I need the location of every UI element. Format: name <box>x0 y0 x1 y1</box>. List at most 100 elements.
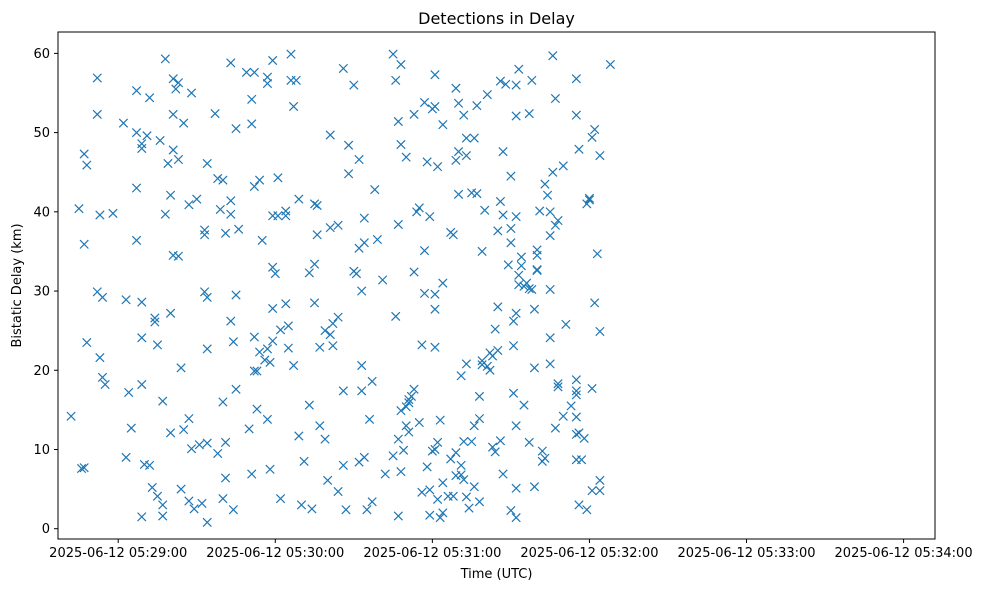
scatter-point <box>131 183 142 193</box>
scatter-point <box>247 119 257 129</box>
scatter-point <box>490 324 500 334</box>
scatter-point <box>357 386 367 396</box>
scatter-point <box>432 162 443 172</box>
scatter-point <box>137 379 147 390</box>
scatter-point <box>548 167 558 177</box>
scatter-point <box>406 391 417 402</box>
scatter-point <box>158 511 168 521</box>
scatter-point <box>419 288 430 299</box>
scatter-point <box>435 415 445 425</box>
scatter-point <box>220 228 231 238</box>
scatter-point <box>571 412 581 422</box>
scatter-point <box>265 357 275 367</box>
scatter-point <box>234 224 244 234</box>
y-axis-label: Bistatic Delay (km) <box>10 223 25 347</box>
scatter-point <box>124 387 134 398</box>
scatter-point <box>173 78 184 88</box>
scatter-point <box>218 175 228 185</box>
scatter-point <box>396 406 406 416</box>
scatter-point <box>351 268 362 279</box>
scatter-point <box>288 101 299 112</box>
y-tick-label: 60 <box>33 47 50 62</box>
chart-title: Detections in Delay <box>418 9 575 28</box>
scatter-point <box>574 500 584 510</box>
scatter-point <box>514 280 524 290</box>
scatter-point <box>265 464 275 474</box>
scatter-point <box>333 312 343 322</box>
scatter-point <box>176 484 186 494</box>
scatter-point <box>126 423 136 433</box>
scatter-point <box>252 404 262 414</box>
scatter-point <box>453 98 464 108</box>
scatter-point <box>558 161 568 171</box>
scatter-point <box>226 196 236 206</box>
scatter-point <box>453 146 464 157</box>
scatter-point <box>590 124 600 135</box>
scatter-point <box>315 421 325 431</box>
scatter-point <box>249 332 259 342</box>
scatter-point <box>516 252 526 262</box>
scatter-point <box>461 359 472 369</box>
scatter-point <box>199 225 210 235</box>
scatter-point <box>199 287 210 297</box>
scatter-point <box>268 262 278 272</box>
scatter-point <box>231 384 241 394</box>
scatter-point <box>548 51 558 61</box>
scatter-point <box>553 382 563 392</box>
scatter-point <box>100 379 110 390</box>
scatter-point <box>469 421 479 431</box>
scatter-point <box>459 110 469 120</box>
scatter-point <box>459 474 469 485</box>
scatter-point <box>186 88 197 98</box>
scatter-point <box>155 135 165 146</box>
scatter-point <box>506 171 516 181</box>
scatter-point <box>417 340 427 350</box>
scatter-point <box>456 371 466 381</box>
scatter-point <box>244 424 254 434</box>
scatter-point <box>550 220 561 230</box>
scatter-point <box>493 226 503 236</box>
scatter-point <box>92 109 102 120</box>
scatter-point <box>474 391 485 402</box>
scatter-point <box>508 341 519 351</box>
scatter-point <box>309 199 320 209</box>
y-tick-label: 0 <box>42 522 50 537</box>
scatter-point <box>249 67 259 78</box>
scatter-point <box>202 438 212 448</box>
scatter-point <box>529 304 540 314</box>
x-tick-label: 2025-06-12 05:32:00 <box>520 546 658 561</box>
scatter-point <box>343 169 354 179</box>
scatter-point <box>574 144 584 154</box>
scatter-point <box>524 108 534 119</box>
scatter-point <box>571 375 581 385</box>
scatter-point <box>427 446 437 456</box>
scatter-point <box>511 483 521 493</box>
scatter-point <box>262 414 273 425</box>
scatter-point <box>566 401 576 411</box>
y-tick-label: 40 <box>33 205 50 220</box>
scatter-point <box>283 343 294 353</box>
scatter-point <box>192 194 202 204</box>
scatter-point <box>446 454 456 464</box>
scatter-point <box>184 496 194 506</box>
plot-frame <box>57 31 936 540</box>
scatter-point <box>417 487 427 497</box>
scatter-point <box>338 386 348 396</box>
scatter-point <box>464 503 474 513</box>
scatter-point <box>118 118 129 128</box>
scatter-point <box>145 460 155 470</box>
scatter-point <box>333 220 343 230</box>
scatter-point <box>202 292 212 303</box>
scatter-point <box>171 84 181 94</box>
scatter-point <box>137 333 147 343</box>
scatter-point <box>490 447 500 457</box>
scatter-point <box>388 451 398 461</box>
scatter-point <box>545 207 555 217</box>
scatter-point <box>561 319 571 329</box>
scatter-point <box>338 63 348 74</box>
scatter-point <box>605 59 616 70</box>
scatter-point <box>82 160 92 170</box>
scatter-point <box>179 425 189 435</box>
scatter-point <box>197 498 207 508</box>
scatter-point <box>438 478 448 488</box>
